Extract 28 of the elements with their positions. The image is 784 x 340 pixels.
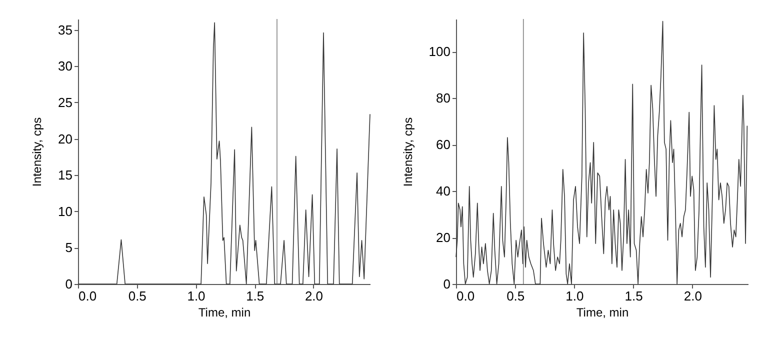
- y-tick-label: 25: [58, 94, 72, 110]
- y-axis-title: Intensity, cps: [30, 117, 44, 187]
- y-axis-title: Intensity, cps: [400, 117, 415, 187]
- y-tick-label: 20: [58, 131, 72, 146]
- y-tick-label: 0: [65, 276, 72, 292]
- y-tick-label: 35: [58, 22, 72, 38]
- y-tick-label: 10: [58, 204, 72, 219]
- y-tick-label: 5: [65, 240, 72, 256]
- x-tick-label: 0.5: [128, 288, 146, 304]
- x-tick-label: 1.0: [187, 288, 206, 304]
- y-tick-label: 20: [436, 230, 450, 246]
- x-tick-label: 2.0: [304, 288, 324, 304]
- x-tick-label: 0.5: [506, 288, 525, 304]
- x-axis-title: Time, min: [576, 306, 629, 320]
- x-tick-label: 0.0: [456, 288, 475, 304]
- y-tick-label: 0: [443, 276, 450, 292]
- x-tick-label: 2.0: [684, 288, 702, 304]
- x-tick-label: 1.5: [246, 288, 264, 304]
- y-tick-label: 100: [428, 44, 450, 60]
- y-tick-label: 15: [58, 168, 72, 183]
- y-tick-label: 40: [436, 184, 450, 199]
- x-tick-label: 1.5: [624, 288, 643, 304]
- x-tick-label: 1.0: [566, 288, 584, 304]
- y-tick-label: 30: [58, 58, 72, 74]
- x-tick-label: 0.0: [78, 288, 97, 304]
- x-axis-title: Time, min: [198, 306, 251, 320]
- y-tick-label: 80: [436, 90, 450, 106]
- y-tick-label: 60: [436, 137, 450, 152]
